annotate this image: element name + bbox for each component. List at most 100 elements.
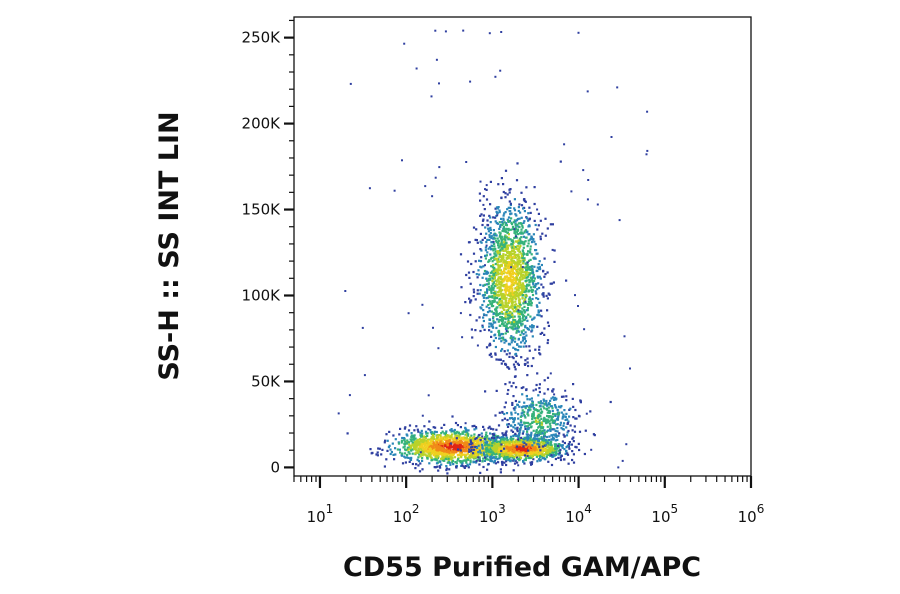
event-dot: [525, 345, 528, 348]
event-dot: [465, 161, 468, 163]
event-dot: [467, 466, 470, 469]
event-dot: [502, 297, 505, 300]
event-dot: [455, 466, 458, 469]
event-dot: [436, 434, 439, 437]
event-dot: [549, 282, 552, 285]
event-dot: [506, 392, 509, 395]
event-dot: [543, 454, 546, 457]
event-dot: [446, 450, 449, 454]
event-dot: [516, 253, 519, 257]
event-dot: [512, 294, 515, 297]
event-dot: [572, 436, 575, 439]
event-dot: [447, 434, 450, 437]
event-dot: [517, 253, 520, 256]
event-dot: [490, 236, 493, 240]
event-dot: [491, 433, 494, 436]
event-dot: [516, 426, 519, 429]
event-dot: [499, 255, 502, 258]
event-dot: [467, 433, 470, 436]
event-dot: [487, 463, 490, 466]
event-dot: [535, 282, 538, 286]
event-dot: [537, 286, 541, 290]
event-dot: [531, 444, 534, 447]
event-dot: [524, 300, 527, 303]
event-dot: [541, 429, 544, 432]
event-dot: [498, 280, 501, 283]
event-dot: [484, 272, 487, 275]
event-dot: [525, 451, 528, 454]
event-dot: [546, 425, 549, 428]
event-dot: [516, 233, 519, 236]
event-dot: [439, 440, 442, 443]
event-dot: [565, 446, 568, 449]
event-dot: [499, 358, 502, 361]
event-dot: [501, 321, 504, 324]
event-dot: [547, 460, 550, 463]
event-dot: [556, 447, 559, 450]
event-dot: [510, 263, 513, 266]
event-dot: [515, 262, 518, 265]
event-dot: [534, 290, 537, 293]
event-dot: [497, 302, 500, 305]
event-dot: [522, 315, 525, 318]
event-dot: [528, 290, 531, 293]
event-dot: [527, 271, 530, 274]
event-dot: [521, 323, 524, 326]
event-dot: [477, 269, 480, 272]
event-dot: [482, 465, 485, 469]
event-dot: [523, 452, 526, 455]
event-dot: [496, 261, 499, 264]
event-dot: [497, 358, 500, 361]
event-dot: [520, 285, 523, 288]
event-dot: [502, 293, 505, 296]
event-dot: [504, 338, 507, 341]
event-dot: [502, 438, 505, 441]
event-dot: [527, 364, 530, 368]
event-dot: [530, 235, 533, 238]
event-dot: [472, 295, 475, 298]
event-dot: [530, 397, 533, 400]
event-dot: [500, 258, 503, 261]
event-dot: [560, 411, 563, 414]
event-dot: [517, 309, 520, 312]
event-dot: [537, 282, 540, 285]
event-dot: [565, 279, 568, 282]
event-dot: [489, 226, 492, 229]
event-dot: [523, 257, 526, 260]
event-dot: [517, 222, 521, 225]
event-dot: [552, 449, 555, 452]
event-dot: [530, 455, 533, 458]
event-dot: [520, 274, 524, 277]
event-dot: [488, 344, 491, 347]
event-dot: [502, 307, 505, 310]
event-dot: [526, 411, 529, 414]
event-dot: [513, 292, 516, 295]
event-dot: [489, 232, 492, 235]
event-dot: [562, 413, 565, 416]
event-dot: [554, 434, 557, 437]
event-dot: [536, 372, 539, 375]
event-dot: [499, 471, 502, 474]
event-dot: [417, 447, 420, 450]
event-dot: [525, 436, 528, 439]
event-dot: [521, 432, 524, 435]
event-dot: [375, 453, 378, 456]
event-dot: [529, 245, 532, 248]
event-dot: [505, 236, 508, 239]
event-dot: [429, 429, 432, 432]
event-dot: [433, 430, 436, 433]
event-dot: [494, 247, 497, 250]
event-dot: [410, 444, 413, 447]
event-dot: [507, 262, 510, 265]
event-dot: [397, 441, 400, 444]
event-dot: [546, 453, 549, 456]
event-dot: [506, 452, 509, 455]
event-dot: [398, 433, 401, 436]
event-dot: [394, 453, 397, 456]
event-dot: [490, 335, 493, 338]
event-dot: [531, 454, 535, 457]
event-dot: [521, 286, 524, 290]
event-dot: [461, 336, 464, 339]
event-dot: [484, 390, 487, 393]
event-dot: [348, 394, 351, 397]
